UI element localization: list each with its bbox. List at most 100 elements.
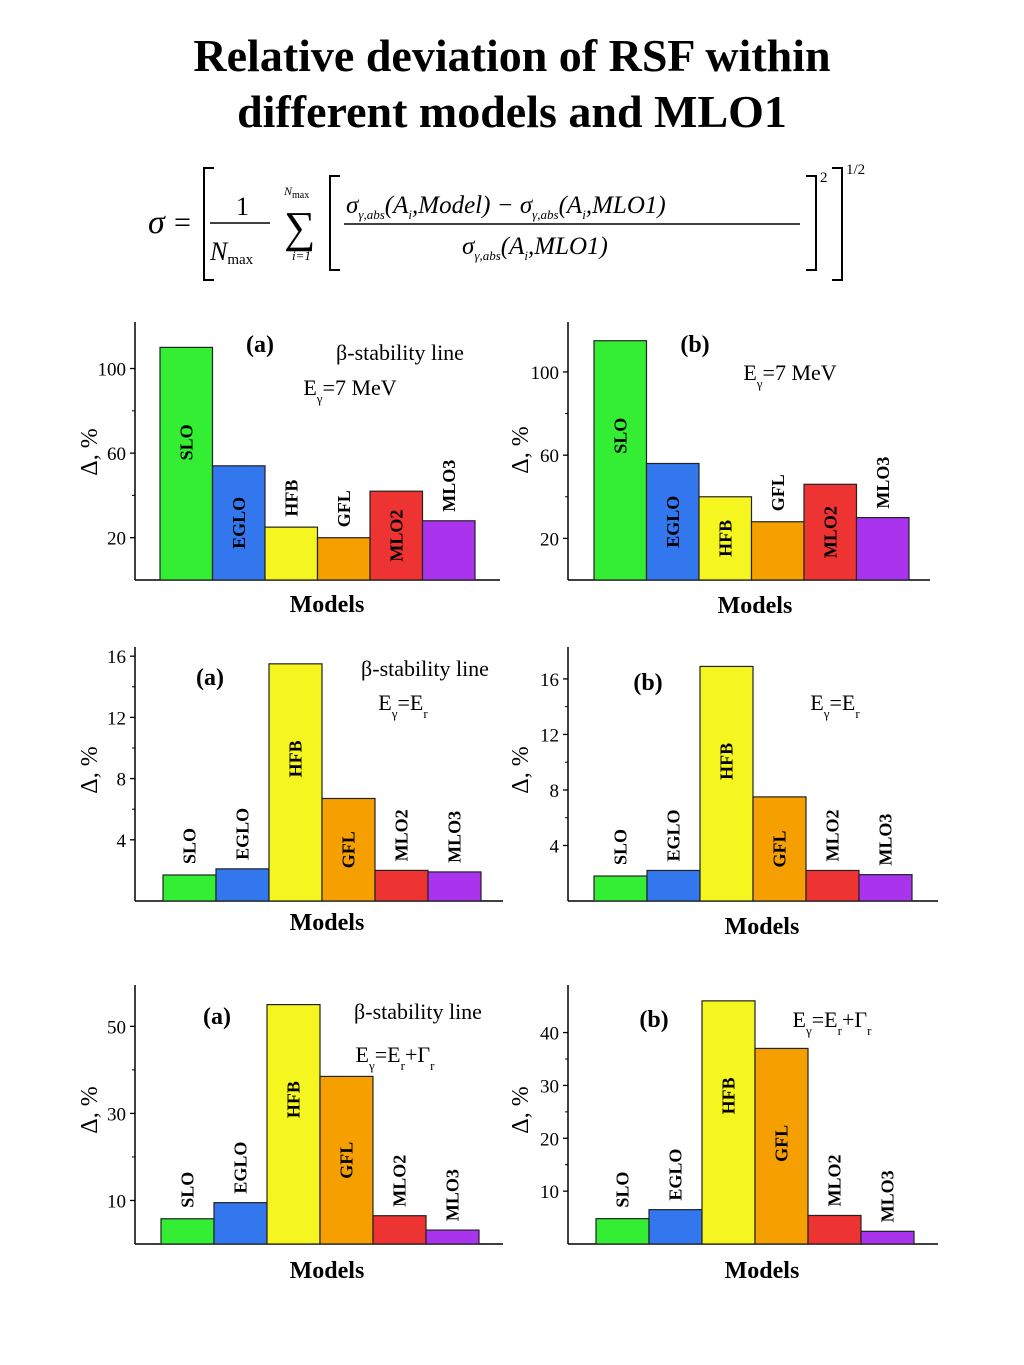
chart-5-bar-label-hfb: HFB xyxy=(284,1081,304,1118)
title-line-2: different models and MLO1 xyxy=(237,86,787,137)
formula-nmax: Nmax xyxy=(209,237,254,268)
chart-2-bar-eglo xyxy=(645,462,700,581)
chart-4-energy-label: Eγ=Er xyxy=(810,690,860,721)
chart-3-bar-label-eglo: EGLO xyxy=(233,808,253,860)
chart-2-bar-mlo2 xyxy=(803,483,858,581)
chart-3-bar-label-mlo3: MLO3 xyxy=(445,811,465,863)
chart-6-energy-label: Eγ=Er+Γr xyxy=(793,1007,873,1038)
denominator: σγ,abs(Ai,MLO1) xyxy=(462,233,608,263)
chart-4-ytick-label: 16 xyxy=(540,670,559,691)
chart-5-bar-label-mlo2: MLO2 xyxy=(390,1155,410,1207)
chart-3-panel-tag: (a) xyxy=(196,665,224,691)
chart-2-bar-mlo3 xyxy=(855,516,910,581)
chart-4-panel-tag: (b) xyxy=(633,670,662,696)
chart-6-bar-label-eglo: EGLO xyxy=(666,1149,686,1201)
chart-4-bar-label-mlo3: MLO3 xyxy=(876,814,896,866)
chart-1-ytick-label: 100 xyxy=(98,360,127,381)
chart-5-bar-eglo xyxy=(213,1202,268,1245)
chart-2-bar-label-slo: SLO xyxy=(610,418,630,454)
chart-5-annotation: β-stability line xyxy=(354,999,482,1024)
chart-3-bar-label-slo: SLO xyxy=(180,828,200,864)
chart-6-bar-gfl xyxy=(754,1047,809,1245)
chart-2-bar-gfl xyxy=(750,521,805,581)
chart-2-bar-label-mlo3: MLO3 xyxy=(873,457,893,509)
chart-3-bar-label-hfb: HFB xyxy=(286,740,306,777)
chart-4-bar-label-hfb: HFB xyxy=(717,743,737,780)
chart-2-ytick-label: 100 xyxy=(531,363,560,384)
chart-6-bar-hfb xyxy=(701,1000,756,1245)
chart-2-ytick-label: 60 xyxy=(540,446,559,467)
chart-1-bar-eglo xyxy=(211,465,266,581)
chart-5-bar-mlo3 xyxy=(425,1229,480,1245)
chart-2-bar-label-mlo2: MLO2 xyxy=(820,506,840,558)
chart-5-ylabel: Δ, % xyxy=(77,1086,103,1133)
chart-5-bar-mlo2 xyxy=(372,1215,427,1245)
chart-1-bar-mlo3 xyxy=(421,520,476,581)
chart-5-xlabel: Models xyxy=(290,1258,365,1284)
formula-exp-half: 1/2 xyxy=(846,162,865,178)
chart-5-ytick-label: 50 xyxy=(107,1017,126,1038)
chart-6-ylabel: Δ, % xyxy=(508,1086,534,1133)
chart-6-bar-label-mlo3: MLO3 xyxy=(878,1170,898,1222)
chart-3-xlabel: Models xyxy=(290,910,365,936)
chart-6-ytick-label: 40 xyxy=(540,1024,559,1045)
chart-4-ylabel: Δ, % xyxy=(508,746,534,793)
chart-5-panel-tag: (a) xyxy=(203,1004,231,1030)
chart-3-ytick-label: 4 xyxy=(117,831,127,852)
outer-bracket-left xyxy=(203,167,214,281)
chart-6-bar-mlo3 xyxy=(860,1230,915,1245)
chart-1-ytick-label: 20 xyxy=(107,529,126,550)
chart-4-ytick-label: 4 xyxy=(550,836,560,857)
chart-2-xlabel: Models xyxy=(718,593,793,619)
chart-3-bar-label-gfl: GFL xyxy=(339,831,359,868)
chart-5-bar-hfb xyxy=(266,1003,321,1245)
inner-bracket-left xyxy=(329,175,340,271)
chart-5-bar-slo xyxy=(160,1218,215,1245)
chart-5-bar-label-eglo: EGLO xyxy=(231,1142,251,1194)
chart-3-ylabel: Δ, % xyxy=(77,746,103,793)
chart-2-bar-hfb xyxy=(698,496,753,581)
chart-1-ylabel: Δ, % xyxy=(77,428,103,475)
chart-1-annotation: β-stability line xyxy=(336,340,464,365)
chart-3-bar-mlo2 xyxy=(374,869,429,902)
chart-1-bar-label-hfb: HFB xyxy=(281,480,301,517)
chart-2-ytick-label: 20 xyxy=(540,529,559,550)
chart-6-ytick-label: 30 xyxy=(540,1076,559,1097)
chart-5-bar-label-mlo3: MLO3 xyxy=(443,1169,463,1221)
chart-4-bar-mlo2 xyxy=(805,869,860,902)
chart-6-xlabel: Models xyxy=(725,1258,800,1284)
chart-4-bar-label-eglo: EGLO xyxy=(664,809,684,861)
chart-2-bar-label-eglo: EGLO xyxy=(663,496,683,548)
chart-4-ytick-label: 12 xyxy=(540,725,559,746)
chart-1-bar-label-gfl: GFL xyxy=(334,490,354,527)
formula-one: 1 xyxy=(236,192,249,221)
chart-4-bar-eglo xyxy=(646,869,701,902)
chart-1-bar-label-eglo: EGLO xyxy=(229,497,249,549)
chart-4-bar-gfl xyxy=(752,796,807,902)
chart-4-bar-mlo3 xyxy=(858,874,913,902)
chart-6-bar-mlo2 xyxy=(807,1214,862,1245)
chart-3-bar-label-mlo2: MLO2 xyxy=(392,809,412,861)
formula: σ = 1 Nmax Nmax ∑ i=1 σγ,abs(Ai,Model) −… xyxy=(148,162,865,281)
chart-6-bar-slo xyxy=(595,1218,650,1245)
formula-lhs: σ xyxy=(148,204,166,241)
chart-6-bar-label-hfb: HFB xyxy=(719,1077,739,1114)
chart-3-bar-gfl xyxy=(321,797,376,902)
chart-4-xlabel: Models xyxy=(725,914,800,940)
chart-6-ytick-label: 20 xyxy=(540,1129,559,1150)
chart-2-bar-slo xyxy=(593,340,648,581)
chart-1-bar-mlo2 xyxy=(369,490,424,581)
chart-1-energy-label: Eγ=7 MeV xyxy=(303,375,396,406)
chart-5-energy-label: Eγ=Er+Γr xyxy=(356,1042,436,1073)
chart-4-bar-slo xyxy=(593,875,648,902)
sum-top: Nmax xyxy=(283,184,309,201)
chart-4-bar-label-mlo2: MLO2 xyxy=(823,809,843,861)
chart-2-bar-label-gfl: GFL xyxy=(768,474,788,511)
sum-bottom: i=1 xyxy=(292,248,311,263)
chart-5-bar-label-gfl: GFL xyxy=(337,1142,357,1179)
chart-3-bar-hfb xyxy=(268,663,323,902)
chart-3-bar-slo xyxy=(162,874,217,902)
chart-6-bar-label-mlo2: MLO2 xyxy=(825,1154,845,1206)
chart-1-bar-label-mlo3: MLO3 xyxy=(439,460,459,512)
